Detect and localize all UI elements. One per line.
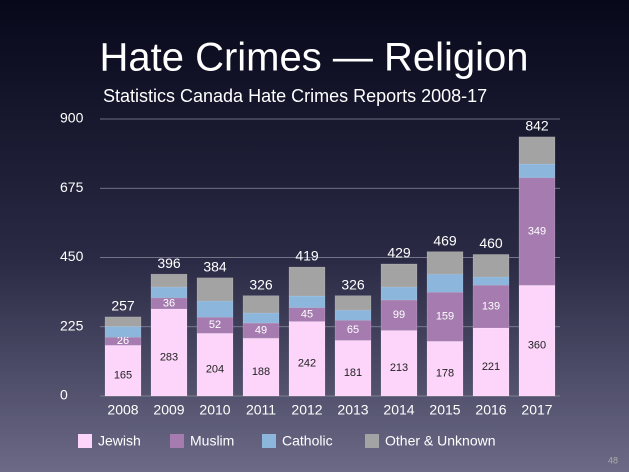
bar-segment [196,277,234,302]
data-label: 360 [528,340,546,352]
x-tick-label: 2016 [475,402,506,418]
legend-label: Catholic [282,433,333,449]
data-label: 49 [255,325,267,337]
bar-segment [150,308,188,397]
total-label: 842 [525,118,549,134]
chart-subtitle: Statistics Canada Hate Crimes Reports 20… [103,86,487,106]
data-label: 283 [160,351,178,363]
bar-segment [242,312,280,324]
x-tick-label: 2013 [337,402,368,418]
data-label: 221 [482,361,500,373]
data-label: 159 [436,311,454,323]
bar-segment [426,251,464,275]
data-label: 139 [482,300,500,312]
data-label: 204 [206,364,224,376]
x-tick-label: 2014 [383,402,414,418]
legend-swatch [262,434,276,448]
bar-segment [150,286,188,299]
bar-segment [288,295,326,308]
x-tick-label: 2009 [153,402,184,418]
legend-swatch [365,434,379,448]
data-label: 181 [344,367,362,379]
bar-segment [104,344,142,397]
data-label: 36 [163,297,175,309]
bar-segment [518,177,556,286]
bar-segment [472,327,510,397]
total-label: 384 [203,259,227,275]
x-tick-label: 2017 [521,402,552,418]
x-tick-label: 2011 [246,402,276,418]
total-label: 326 [341,276,365,292]
chart-title: Hate Crimes — Religion [99,36,528,80]
y-tick-label: 225 [60,317,84,333]
bar-segment [518,284,556,397]
y-tick-label: 900 [60,110,84,126]
bar-segment [380,330,418,397]
data-label: 45 [301,308,313,320]
bar-segment [380,263,418,288]
bar-segment [518,163,556,179]
x-tick-label: 2015 [429,402,460,418]
bar-segment [472,254,510,278]
legend-label: Other & Unknown [385,433,496,449]
bar-segment [334,309,372,321]
bar-segment [380,286,418,301]
bar-segment [242,337,280,397]
y-tick-label: 675 [60,179,84,195]
bar-segment [472,284,510,329]
bar-segment [472,276,510,286]
x-tick-label: 2010 [199,402,230,418]
data-label: 349 [528,225,546,237]
legend-swatch [170,434,184,448]
total-label: 469 [433,232,457,248]
data-label: 26 [117,335,129,347]
x-tick-label: 2012 [291,402,322,418]
data-label: 213 [390,362,408,374]
bar-segment [288,321,326,397]
bar-segment [104,326,142,338]
total-label: 257 [111,298,135,314]
x-tick-label: 2008 [107,402,138,418]
bar-segment [426,292,464,342]
bar-segment [242,295,280,314]
bar-segment [334,295,372,311]
bar-segment [334,340,372,397]
bar-segment [380,299,418,331]
bar-segment [104,316,142,327]
total-label: 460 [479,235,503,251]
y-tick-label: 450 [60,248,84,264]
bar-segment [150,273,188,288]
legend-label: Jewish [98,433,141,449]
data-label: 99 [393,309,405,321]
total-label: 326 [249,276,273,292]
legend-swatch [78,434,92,448]
bar-segment [196,332,234,397]
bar-segment [518,136,556,165]
data-label: 65 [347,324,359,336]
total-label: 429 [387,245,411,261]
data-label: 52 [209,319,221,331]
total-label: 419 [295,248,319,264]
data-label: 242 [298,358,316,370]
bar-segment [196,300,234,318]
bar-segment [288,266,326,297]
bar-segment [426,273,464,293]
legend-label: Muslim [190,433,234,449]
bar-segment [426,340,464,397]
data-label: 188 [252,366,270,378]
total-label: 396 [157,255,181,271]
data-label: 178 [436,368,454,380]
slide-number: 48 [608,455,618,465]
data-label: 165 [114,370,132,382]
y-tick-label: 0 [60,387,68,403]
